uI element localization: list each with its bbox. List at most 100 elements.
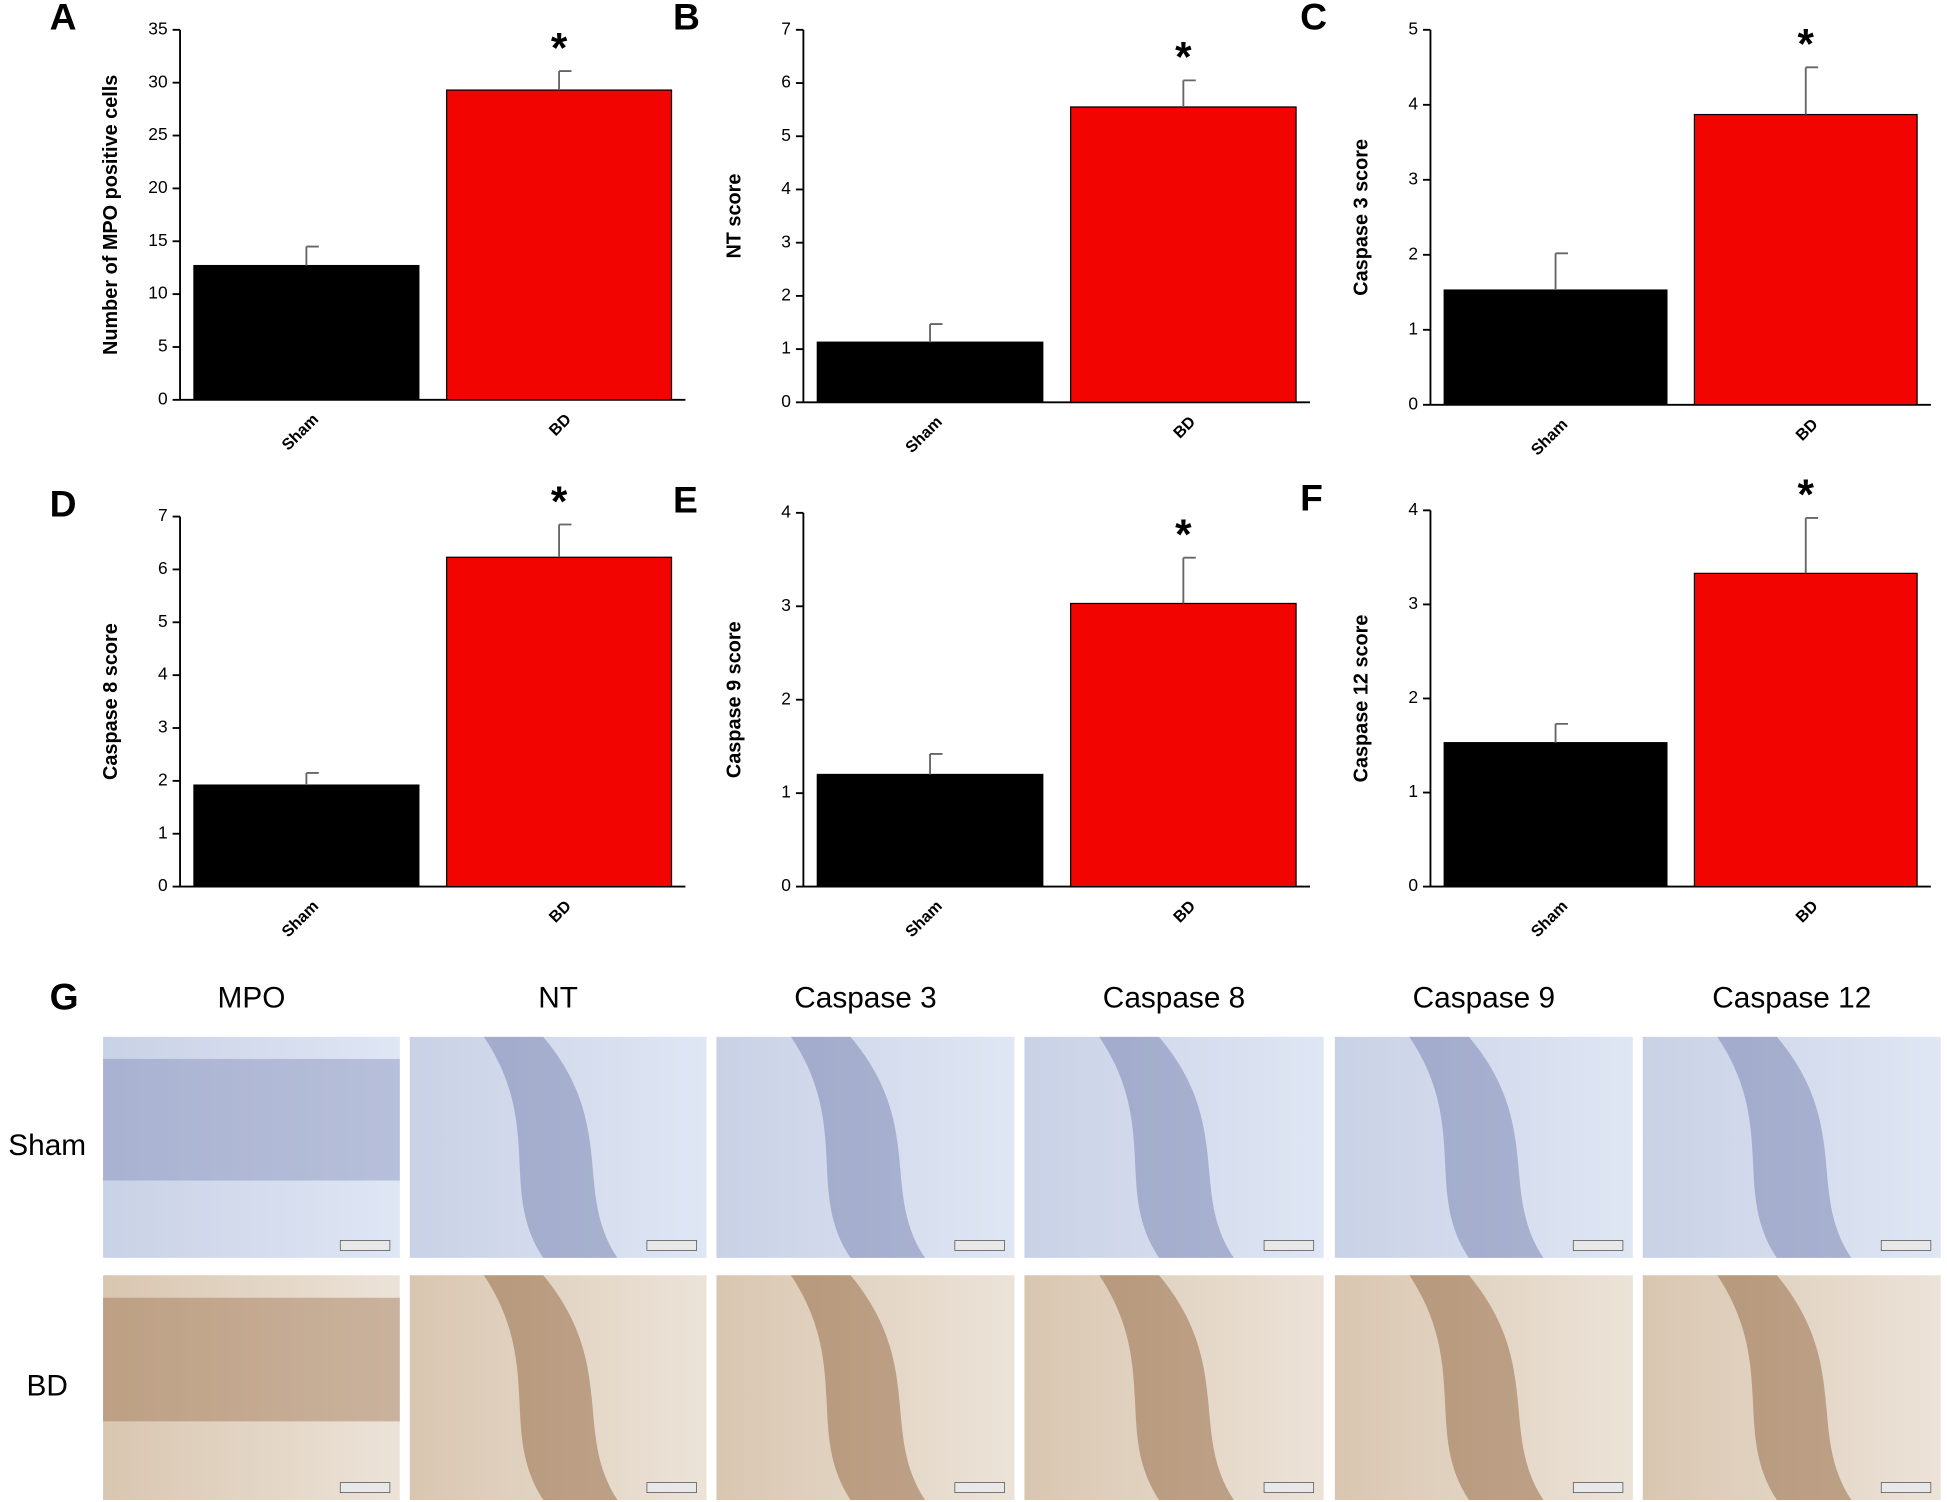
column-header: NT xyxy=(538,981,578,1014)
bar xyxy=(816,773,1044,888)
y-tick-label: 3 xyxy=(158,717,168,737)
significance-mark: * xyxy=(551,478,568,525)
tissue xyxy=(790,1036,926,1258)
micrographs xyxy=(103,1036,1941,1500)
y-tick-label: 0 xyxy=(781,391,791,411)
x-tick-label: BD xyxy=(1170,897,1199,926)
x-tick-label: Sham xyxy=(902,897,946,941)
error-bar xyxy=(1554,252,1568,291)
micrograph xyxy=(716,1036,1015,1258)
tissue xyxy=(1409,1275,1544,1500)
scale-bar xyxy=(954,1482,1005,1493)
x-tick-label: Sham xyxy=(1528,897,1572,941)
bar xyxy=(1070,602,1297,888)
micrograph xyxy=(103,1036,400,1258)
error-bar xyxy=(1182,79,1196,107)
micrograph xyxy=(1642,1036,1941,1258)
micrograph xyxy=(409,1036,707,1258)
error-bar xyxy=(305,772,319,786)
y-axis-label: Caspase 9 score xyxy=(723,621,745,778)
scale-bar xyxy=(1880,1482,1932,1493)
bar xyxy=(1693,113,1918,406)
y-tick-label: 0 xyxy=(158,875,168,895)
error-bar xyxy=(929,323,943,343)
x-tick-label: BD xyxy=(546,410,575,439)
scale-bar xyxy=(1572,1482,1624,1493)
error-bar xyxy=(1182,556,1196,604)
y-tick-label: 4 xyxy=(158,664,168,684)
x-tick-label: Sham xyxy=(278,410,322,454)
scale-bar xyxy=(339,1482,391,1493)
significance-mark: * xyxy=(1175,34,1192,81)
y-tick-label: 4 xyxy=(781,178,791,198)
y-tick-label: 2 xyxy=(158,769,168,789)
y-tick-label: 3 xyxy=(781,231,791,251)
error-bar xyxy=(558,523,572,558)
row-label: Sham xyxy=(8,1129,86,1162)
scale-bar xyxy=(1263,1482,1315,1493)
error-bar xyxy=(1804,516,1819,574)
panel-letter: G xyxy=(50,975,79,1017)
micrograph xyxy=(103,1275,400,1500)
bar xyxy=(1070,106,1297,403)
y-tick-label: 0 xyxy=(1408,393,1418,413)
column-header: Caspase 3 xyxy=(794,981,936,1014)
error-bar xyxy=(1554,722,1568,743)
micrograph xyxy=(1024,1275,1324,1500)
tissue xyxy=(1717,1036,1852,1258)
y-axis-label: Caspase 12 score xyxy=(1350,615,1372,783)
y-tick-label: 5 xyxy=(781,125,791,145)
y-tick-label: 1 xyxy=(1408,318,1418,338)
bar xyxy=(193,784,420,888)
error-bar xyxy=(929,752,943,775)
column-header: Caspase 12 xyxy=(1712,981,1871,1014)
error-bar xyxy=(558,70,572,91)
scale-bar xyxy=(339,1240,391,1251)
y-tick-label: 5 xyxy=(1408,18,1418,38)
tissue xyxy=(1717,1275,1852,1500)
y-tick-label: 1 xyxy=(158,822,168,842)
column-header: Caspase 8 xyxy=(1103,981,1245,1014)
scale-bar xyxy=(1572,1240,1624,1251)
x-tick-label: Sham xyxy=(278,897,322,941)
y-tick-label: 30 xyxy=(148,71,167,91)
panel-letter: D xyxy=(50,482,77,524)
tissue xyxy=(1409,1036,1544,1258)
panel-letter: E xyxy=(673,479,698,521)
micrograph xyxy=(716,1275,1015,1500)
bar xyxy=(1693,572,1918,888)
micrograph xyxy=(1024,1036,1324,1258)
y-tick-label: 4 xyxy=(1408,93,1418,113)
x-tick-label: BD xyxy=(1792,897,1821,926)
y-axis-label: Caspase 8 score xyxy=(100,623,122,780)
y-tick-label: 20 xyxy=(148,177,167,197)
tissue xyxy=(103,1058,400,1181)
tissue xyxy=(1099,1275,1234,1500)
row-label: BD xyxy=(26,1369,67,1402)
significance-mark: * xyxy=(1175,511,1192,558)
y-tick-label: 2 xyxy=(781,284,791,304)
column-header: MPO xyxy=(218,981,286,1014)
tissue xyxy=(790,1275,926,1500)
panel-letter: B xyxy=(673,0,700,38)
y-tick-label: 7 xyxy=(158,505,168,525)
y-tick-label: 2 xyxy=(781,688,791,708)
y-tick-label: 1 xyxy=(781,782,791,802)
significance-mark: * xyxy=(1798,471,1815,518)
scale-bar xyxy=(1880,1240,1932,1251)
y-axis-label: Number of MPO positive cells xyxy=(100,75,122,355)
y-tick-label: 6 xyxy=(158,558,168,578)
bar xyxy=(193,264,420,401)
scale-bar xyxy=(954,1240,1005,1251)
y-tick-label: 1 xyxy=(1408,781,1418,801)
x-tick-label: Sham xyxy=(1528,415,1572,459)
y-axis-label: Caspase 3 score xyxy=(1350,139,1372,296)
bar xyxy=(816,341,1044,403)
significance-mark: * xyxy=(1798,21,1815,68)
panel-letter: A xyxy=(50,0,77,38)
y-tick-label: 15 xyxy=(148,230,167,250)
y-tick-label: 2 xyxy=(1408,243,1418,263)
y-tick-label: 0 xyxy=(1408,875,1418,895)
y-tick-label: 10 xyxy=(148,283,167,303)
